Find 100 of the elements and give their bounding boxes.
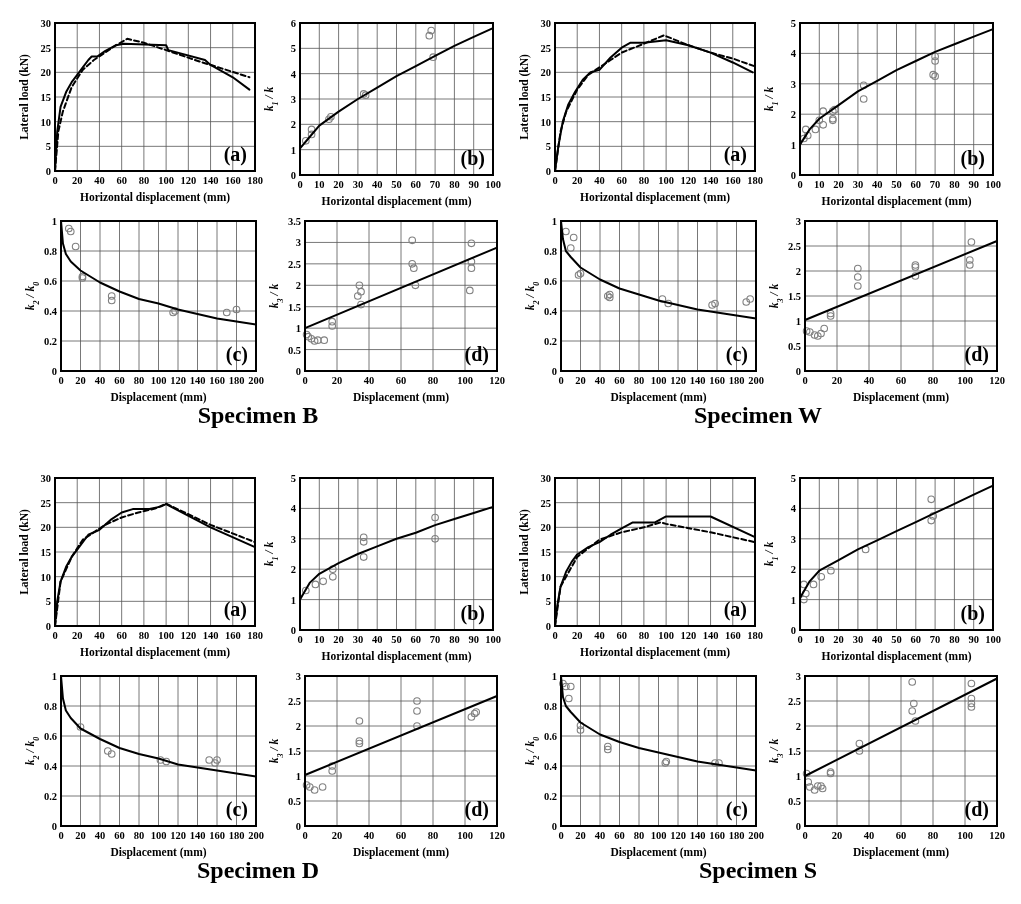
x-tick-label: 120 [489, 375, 505, 386]
x-tick-label: 20 [833, 179, 844, 190]
point [408, 260, 417, 268]
x-tick-label: 40 [371, 179, 383, 190]
point [328, 762, 337, 770]
x-tick-label: 60 [910, 179, 922, 190]
y-tick-label: 0.5 [787, 341, 801, 352]
x-tick-label: 80 [638, 175, 650, 186]
x-tick-label: 40 [871, 634, 883, 645]
point [967, 238, 976, 246]
point [319, 577, 328, 586]
annotation: (d) [464, 798, 489, 821]
point [413, 707, 421, 715]
x-tick-label: 60 [114, 375, 125, 386]
y-tick-label: 2 [295, 280, 301, 292]
annotation: (c) [725, 798, 748, 821]
point [817, 782, 825, 790]
point [746, 295, 754, 303]
y-tick-label: 0.8 [543, 246, 557, 257]
x-axis-title: Displacement (mm) [610, 846, 707, 859]
y-tick-label: 0.8 [43, 246, 57, 257]
y-tick-label: 4 [290, 68, 297, 80]
x-tick-label: 100 [150, 830, 167, 841]
x-tick-label: 140 [689, 830, 706, 841]
point [815, 116, 824, 125]
x-tick-label: 180 [247, 630, 263, 641]
y-tick-label: 0.5 [287, 796, 301, 807]
x-tick-label: 40 [94, 175, 105, 186]
point [310, 786, 319, 794]
x-tick-label: 60 [410, 179, 422, 190]
y-tick-label: 6 [290, 18, 296, 29]
y-tick-label: 0.6 [543, 731, 557, 742]
point [711, 759, 719, 767]
y-tick-label: 0.5 [287, 344, 301, 356]
x-tick-label: 120 [170, 830, 186, 841]
y-tick-label: 1 [295, 323, 301, 335]
annotation: (b) [460, 147, 485, 170]
point [853, 273, 862, 281]
x-tick-label: 20 [571, 175, 583, 186]
y-tick-label: 20 [40, 522, 51, 534]
y-tick-label: 5 [45, 141, 51, 153]
x-axis-title: Horizontal displacement (mm) [579, 191, 731, 204]
x-tick-label: 180 [747, 175, 763, 186]
y-tick-label: 1 [51, 671, 57, 682]
x-tick-label: 70 [429, 179, 441, 190]
y-tick-label: 25 [40, 42, 51, 54]
point [211, 759, 219, 767]
point [313, 336, 322, 344]
x-tick-label: 0 [302, 830, 308, 841]
point [413, 697, 421, 705]
x-tick-label: 180 [228, 375, 245, 386]
point [566, 682, 575, 691]
point [802, 327, 811, 335]
point [318, 783, 327, 791]
point [708, 301, 716, 309]
y-tick-label: 2 [290, 564, 296, 576]
y-tick-label: 2.5 [287, 696, 301, 707]
x-tick-label: 30 [352, 179, 364, 190]
point [805, 783, 814, 791]
point [107, 750, 116, 758]
x-tick-label: 20 [571, 630, 583, 641]
point [307, 335, 316, 343]
point [328, 565, 337, 574]
point [325, 115, 333, 124]
point [927, 495, 936, 504]
point [467, 264, 476, 272]
y-tick-label: 1 [790, 594, 796, 606]
point [427, 26, 436, 35]
point [559, 679, 567, 688]
x-tick-label: 100 [457, 375, 473, 386]
point [658, 295, 667, 303]
point [827, 566, 835, 575]
point [664, 299, 673, 308]
annotation: (a) [223, 143, 247, 166]
x-tick-label: 100 [658, 630, 674, 641]
y-tick-label: 3 [290, 94, 296, 105]
x-tick-label: 200 [748, 375, 764, 386]
point [467, 713, 476, 721]
annotation: (a) [723, 143, 747, 166]
point [359, 553, 368, 561]
y-tick-label: 0 [295, 821, 301, 832]
x-tick-label: 100 [650, 375, 667, 386]
y-tick-label: 1 [551, 216, 557, 227]
point [967, 699, 976, 708]
point [327, 112, 335, 121]
point [859, 81, 868, 90]
y-tick-label: 30 [540, 473, 551, 484]
x-tick-label: 70 [929, 634, 941, 645]
y-tick-label: 15 [40, 92, 51, 103]
point [76, 723, 85, 731]
y-tick-label: 1 [295, 771, 301, 782]
x-tick-label: 80 [949, 634, 960, 645]
y-axis-title: Lateral load (kN) [18, 54, 31, 140]
y-tick-label: 0 [51, 366, 57, 377]
y-tick-label: 0 [551, 366, 557, 377]
point [307, 125, 316, 134]
x-tick-label: 120 [989, 375, 1005, 386]
y-tick-label: 5 [45, 596, 51, 608]
x-tick-label: 80 [427, 830, 439, 841]
point [826, 312, 835, 320]
